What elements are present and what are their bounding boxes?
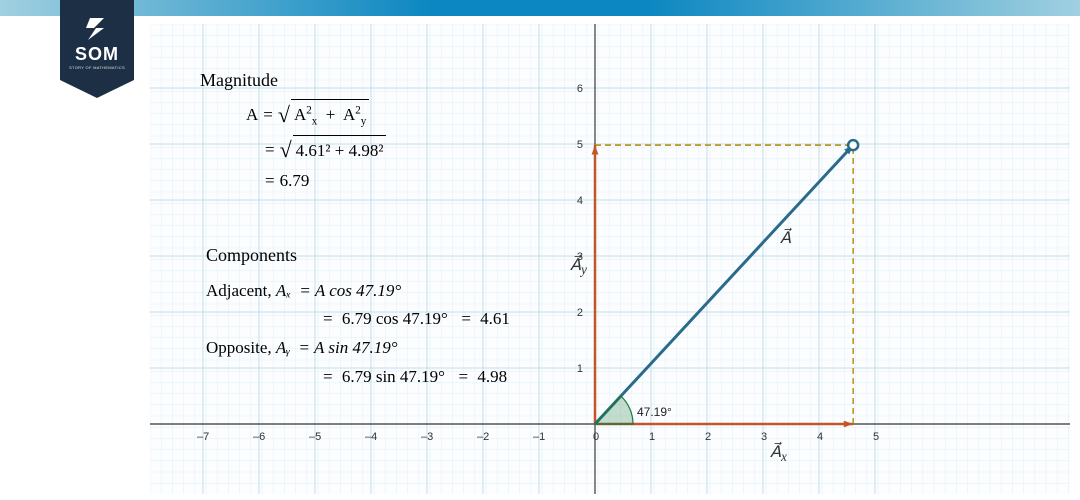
label-A: A⃗ <box>780 228 791 248</box>
svg-text:–7: –7 <box>197 431 209 443</box>
svg-text:–6: –6 <box>253 431 265 443</box>
svg-text:–5: –5 <box>309 431 321 443</box>
components-title: Components <box>206 240 510 271</box>
magnitude-formula: A= √ A2x + A2y <box>246 97 386 132</box>
svg-text:2: 2 <box>705 431 711 443</box>
svg-text:–4: –4 <box>365 431 377 443</box>
svg-text:4: 4 <box>817 431 823 443</box>
svg-text:–3: –3 <box>421 431 433 443</box>
svg-text:5: 5 <box>873 431 879 443</box>
svg-text:47.19°: 47.19° <box>637 405 672 419</box>
svg-text:5: 5 <box>577 139 583 151</box>
label-Ay: A⃗y <box>570 255 587 278</box>
svg-text:6: 6 <box>577 83 583 95</box>
logo-bolt-icon <box>84 16 110 42</box>
header-accent-bar <box>0 0 1080 16</box>
magnitude-block: Magnitude A= √ A2x + A2y = √4.61² + 4.98… <box>200 70 386 195</box>
label-Ax: A⃗x <box>770 442 787 465</box>
svg-text:2: 2 <box>577 307 583 319</box>
opposite-line2: = 6.79 sin 47.19° = 4.98 <box>206 363 510 392</box>
svg-text:3: 3 <box>761 431 767 443</box>
magnitude-step: = √4.61² + 4.98² <box>260 132 386 167</box>
svg-text:–2: –2 <box>477 431 489 443</box>
adjacent-line1: Adjacent, Aₓ =A cos 47.19° <box>206 277 510 306</box>
svg-text:–1: –1 <box>533 431 545 443</box>
svg-text:1: 1 <box>649 431 655 443</box>
som-logo: SOM STORY OF MATHEMATICS <box>60 0 134 80</box>
opposite-line1: Opposite, Aᵧ =A sin 47.19° <box>206 334 510 363</box>
magnitude-result: =6.79 <box>260 167 386 194</box>
logo-name: SOM <box>75 44 119 65</box>
svg-text:1: 1 <box>577 363 583 375</box>
components-block: Components Adjacent, Aₓ =A cos 47.19° = … <box>206 240 510 392</box>
logo-tagline: STORY OF MATHEMATICS <box>69 65 125 70</box>
adjacent-line2: = 6.79 cos 47.19° = 4.61 <box>206 305 510 334</box>
svg-text:4: 4 <box>577 195 583 207</box>
svg-text:0: 0 <box>593 431 599 443</box>
magnitude-title: Magnitude <box>200 70 386 91</box>
